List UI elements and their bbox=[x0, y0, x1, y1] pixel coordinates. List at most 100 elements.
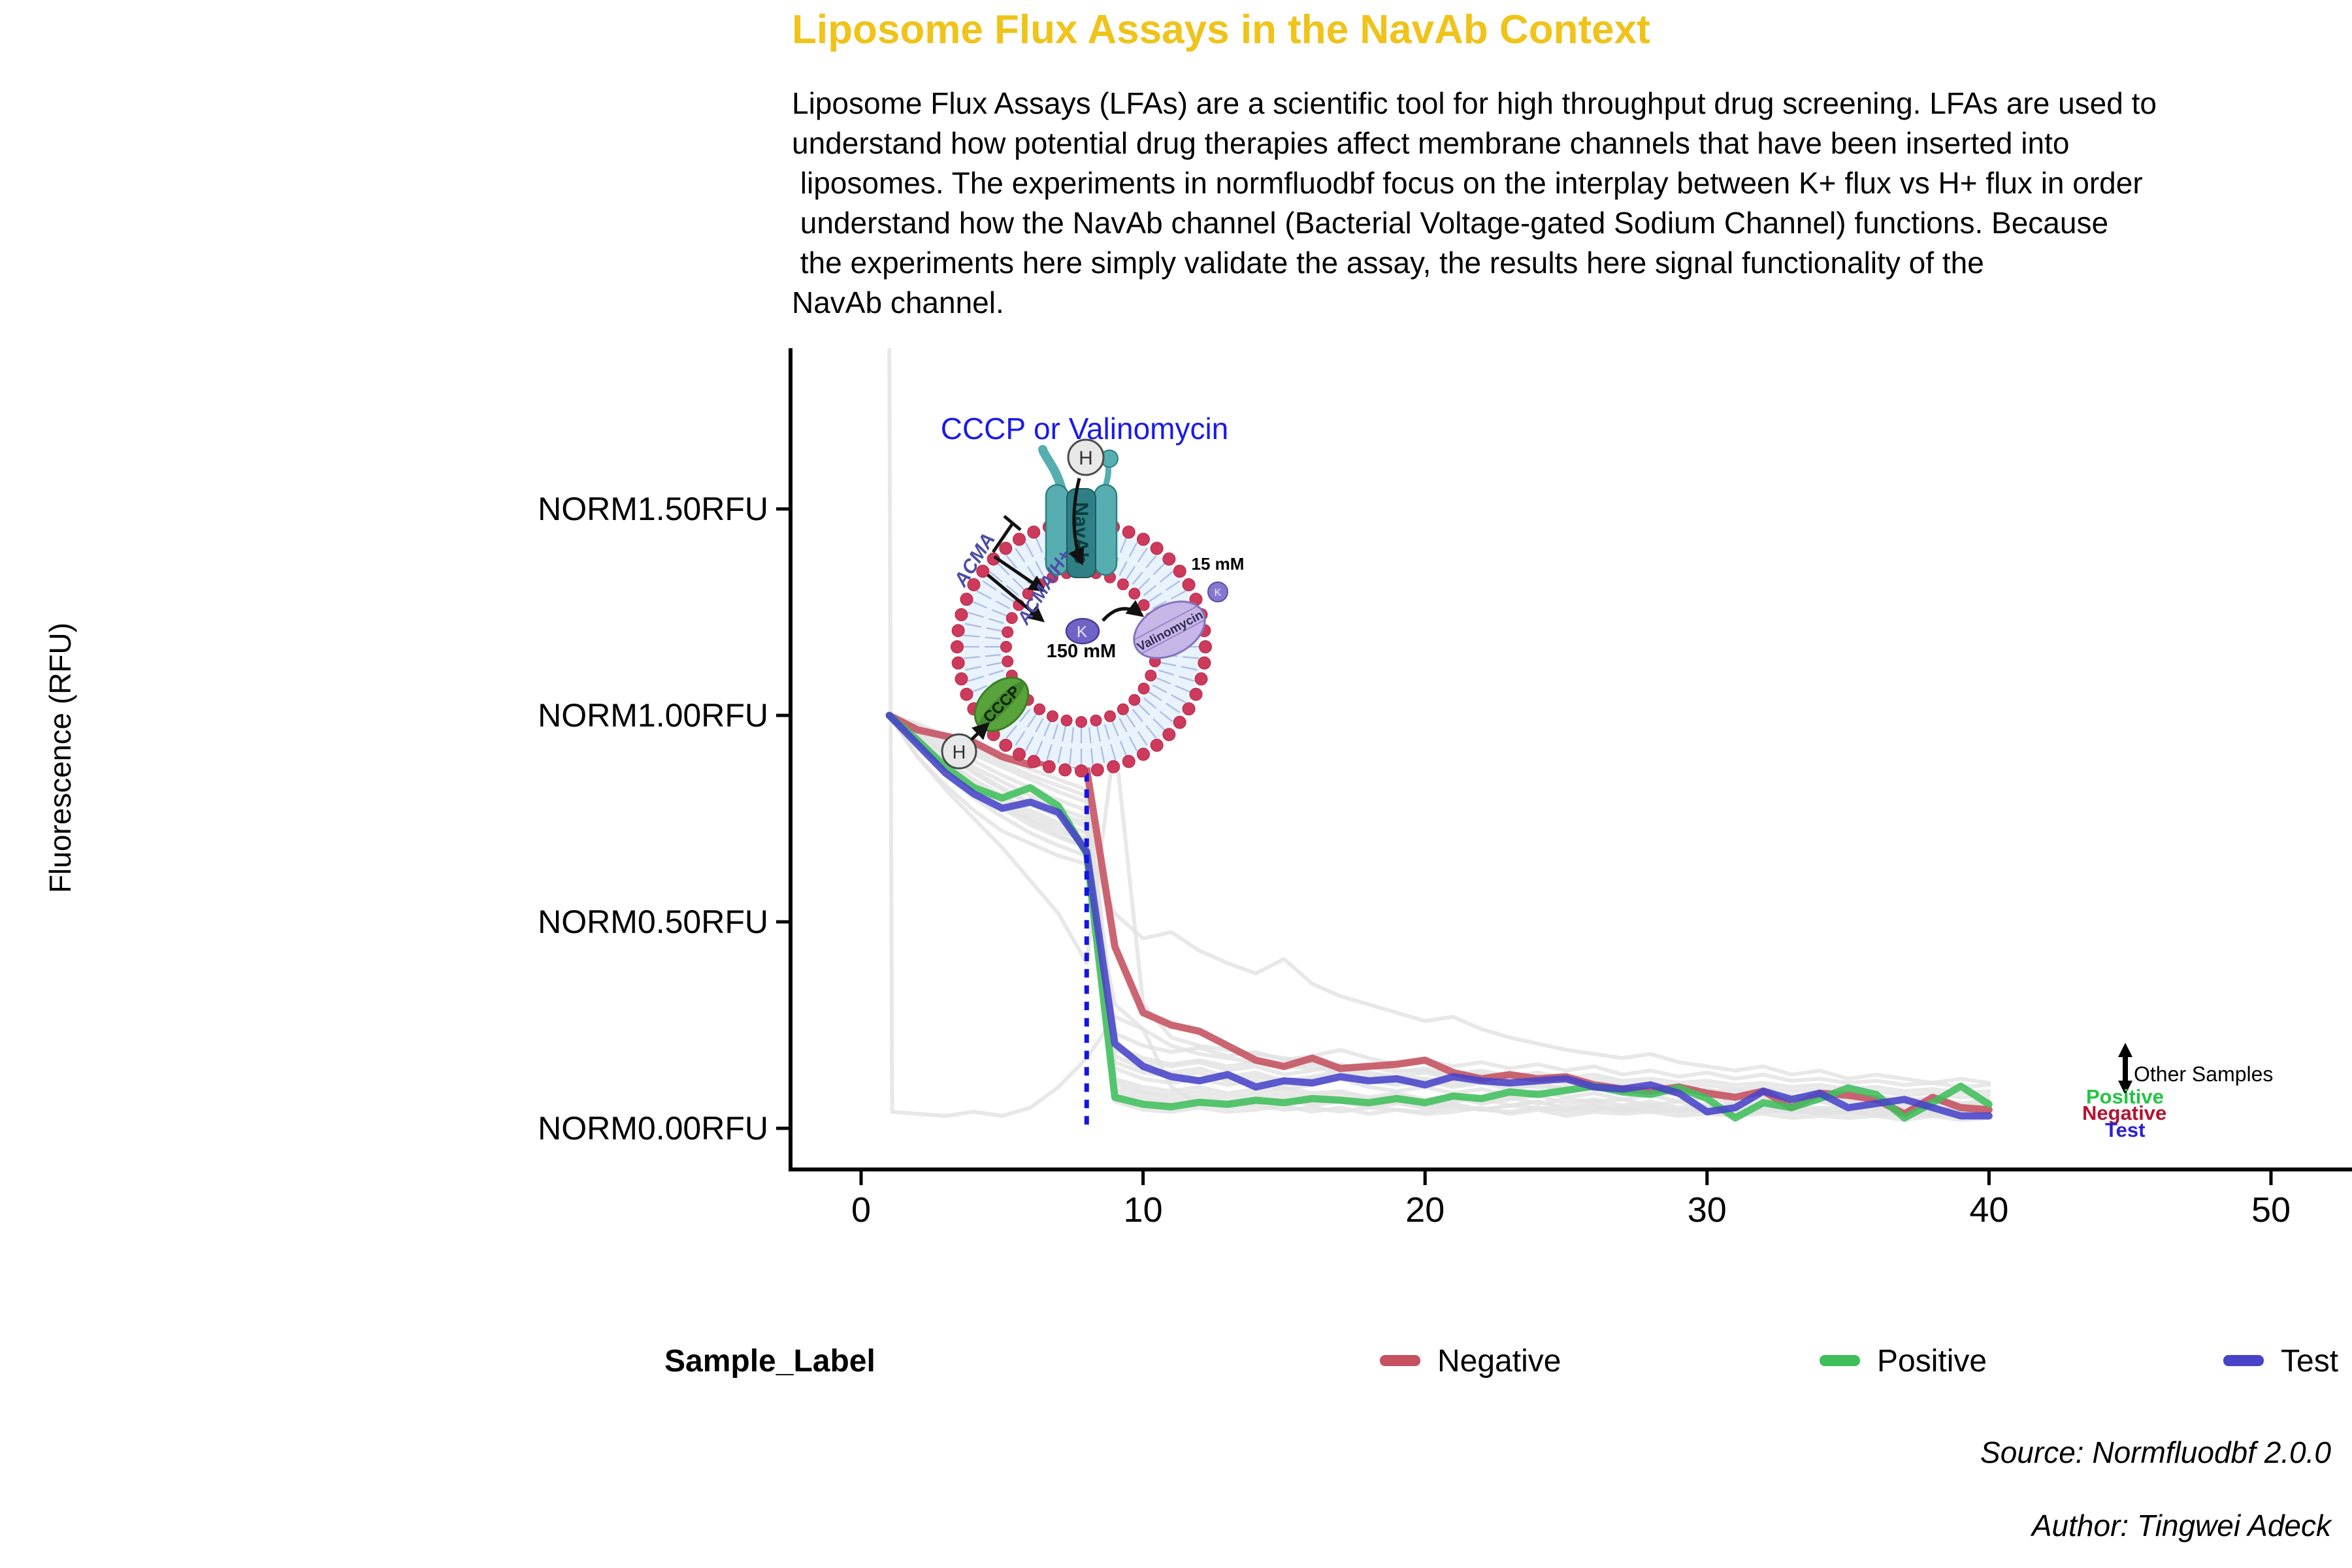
lipid-head-dot bbox=[1150, 542, 1164, 555]
other-sample-line bbox=[887, 713, 1991, 1118]
lipid-tail bbox=[1110, 743, 1117, 760]
lipid-tail bbox=[1160, 662, 1177, 667]
lipid-tail bbox=[1026, 713, 1037, 728]
lipid-tail bbox=[963, 634, 980, 638]
lipid-tail bbox=[1015, 731, 1026, 746]
valinomycin-carrier: Valinomycin bbox=[1133, 600, 1206, 659]
lipid-tail bbox=[963, 656, 980, 659]
lipid-head-dot bbox=[1027, 525, 1041, 539]
lipid-tail bbox=[1158, 669, 1174, 676]
h-into-cccp-arrow-icon bbox=[970, 722, 990, 741]
y-tick-label: NORM1.50RFU bbox=[538, 491, 768, 527]
x-tick-label: 50 bbox=[2251, 1190, 2291, 1230]
lipid-head-dot bbox=[951, 640, 964, 653]
lipid-head-dot bbox=[1194, 672, 1208, 686]
lipid-tail bbox=[1166, 580, 1181, 591]
lipid-head-dot bbox=[967, 578, 981, 591]
lipid-tail bbox=[995, 600, 1011, 610]
lipid-tail bbox=[1181, 666, 1198, 671]
lipid-head-dot bbox=[1075, 764, 1088, 777]
lipid-tail bbox=[1012, 578, 1025, 591]
lipid-tail bbox=[1143, 697, 1157, 709]
lipid-tail bbox=[1148, 592, 1162, 603]
lipid-tail bbox=[1128, 542, 1138, 557]
potassium-inside-label: K bbox=[1077, 623, 1087, 641]
lipid-head-dot bbox=[1199, 640, 1212, 653]
lipid-tail bbox=[1088, 727, 1092, 743]
lipid-head-dot bbox=[1046, 710, 1058, 723]
lipid-tail bbox=[1137, 731, 1148, 746]
lipid-tail bbox=[1057, 746, 1062, 763]
annotation-test: Test bbox=[2105, 1119, 2145, 1141]
other-samples-annotation: Other Samples Positive Negative Test bbox=[2082, 1043, 2273, 1141]
proton-icon bbox=[941, 733, 977, 770]
lipid-tail bbox=[1145, 555, 1157, 569]
series-line-positive bbox=[885, 711, 1993, 1122]
lipid-tail bbox=[988, 669, 1004, 676]
lipid-head-dot bbox=[1107, 760, 1120, 774]
lipid-tail bbox=[986, 627, 1002, 632]
lipid-tail bbox=[1005, 555, 1017, 569]
lipid-tail bbox=[985, 654, 1001, 657]
lipid-head-dot bbox=[1173, 715, 1186, 729]
lipid-tail bbox=[1035, 561, 1044, 576]
lipid-head-dot bbox=[1090, 714, 1102, 727]
lipid-head-dot bbox=[976, 564, 990, 578]
other-sample-line bbox=[887, 713, 1991, 1096]
potassium-outside-conc: 15 mM bbox=[1192, 554, 1245, 574]
series-line-negative bbox=[885, 711, 1993, 1118]
lipid-head-dot bbox=[1027, 755, 1041, 768]
lipid-tail bbox=[1071, 727, 1074, 743]
lipid-head-dot bbox=[1075, 716, 1087, 728]
potassium-inside-icon bbox=[1065, 617, 1100, 645]
lipid-head-dot bbox=[1145, 670, 1157, 682]
lipid-tail bbox=[968, 676, 985, 682]
lipid-tail bbox=[976, 590, 992, 600]
lipid-tail bbox=[997, 563, 1010, 576]
legend-label-test: Test bbox=[2281, 1344, 2339, 1379]
lipid-tail bbox=[1052, 724, 1059, 740]
description-line: the experiments here simply validate the… bbox=[792, 246, 1984, 280]
annotation-positive: Positive bbox=[2086, 1085, 2164, 1108]
lipid-head-dot bbox=[1122, 525, 1135, 539]
liposome-diagram: CCCP or Valinomycin NavAb H ACMA bbox=[941, 412, 1245, 777]
lipid-head-dot bbox=[1122, 755, 1135, 768]
other-sample-line bbox=[887, 713, 1991, 1122]
lipid-tail bbox=[1000, 592, 1015, 603]
annotation-other-samples: Other Samples bbox=[2134, 1062, 2273, 1086]
y-tick-label: NORM0.00RFU bbox=[538, 1110, 768, 1147]
lipid-tail bbox=[982, 580, 997, 591]
lipid-tail bbox=[1156, 677, 1171, 685]
lipid-head-dot bbox=[999, 738, 1013, 752]
lipid-head-dot bbox=[1137, 747, 1150, 761]
lipid-head-dot bbox=[1173, 564, 1186, 578]
lipid-tail bbox=[1159, 711, 1173, 723]
lipid-head-dot bbox=[1182, 702, 1196, 715]
lipid-tail bbox=[1132, 709, 1143, 723]
lipid-tail bbox=[965, 666, 982, 671]
lipid-head-dot bbox=[960, 687, 973, 701]
legend-title: Sample_Label bbox=[664, 1344, 875, 1379]
lipid-tail bbox=[1024, 542, 1034, 557]
lipid-tail bbox=[972, 685, 988, 693]
lipid-tail bbox=[985, 636, 1001, 640]
lipid-head-dot bbox=[951, 656, 965, 670]
lipid-tail bbox=[1119, 561, 1128, 576]
legend-swatch-positive bbox=[1820, 1355, 1860, 1366]
lipid-head-dot bbox=[1104, 710, 1117, 723]
other-sample-line bbox=[887, 713, 1991, 1112]
lipid-tail bbox=[989, 571, 1004, 583]
annotation-negative: Negative bbox=[2082, 1102, 2166, 1124]
series-line-test bbox=[885, 711, 1993, 1120]
lipid-tail bbox=[1152, 600, 1168, 610]
lipid-head-dot bbox=[955, 672, 968, 686]
lipid-tail bbox=[1145, 725, 1157, 739]
lipid-tail bbox=[988, 617, 1004, 625]
lipid-tail bbox=[1159, 571, 1173, 583]
lipid-tail bbox=[1175, 685, 1191, 693]
lipid-tail bbox=[1005, 725, 1017, 739]
description: Liposome Flux Assays (LFAs) are a scient… bbox=[792, 84, 2157, 323]
y-tick-label: NORM0.50RFU bbox=[538, 904, 768, 940]
